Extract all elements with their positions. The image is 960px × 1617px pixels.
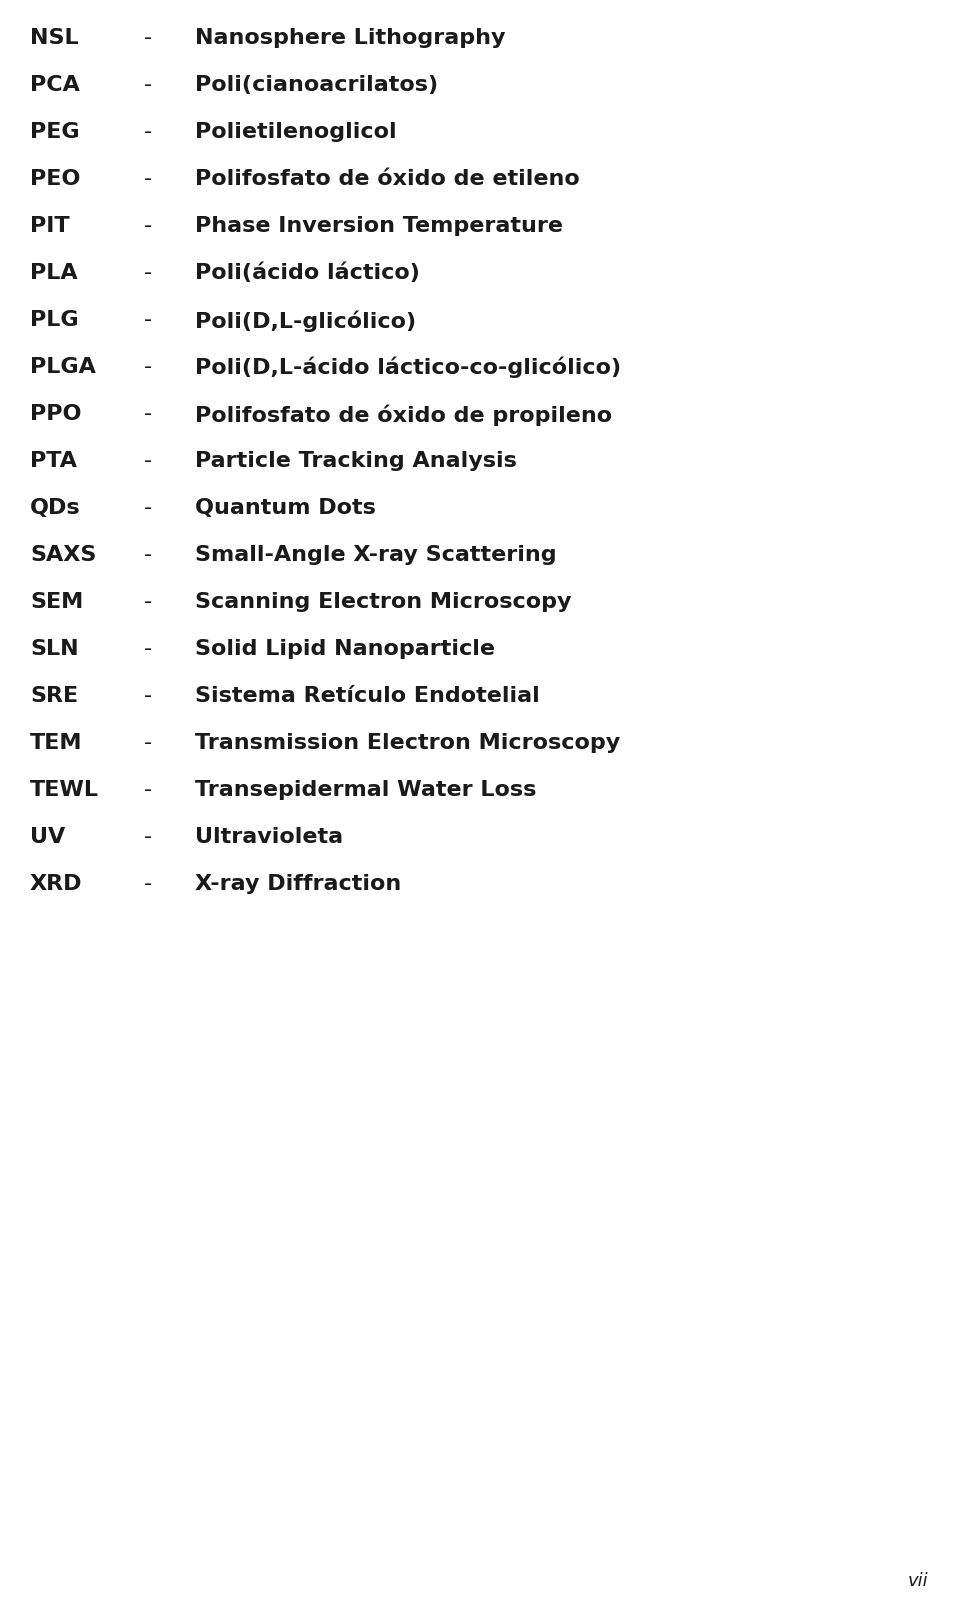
Text: -: - [144, 357, 152, 377]
Text: Quantum Dots: Quantum Dots [195, 498, 376, 517]
Text: -: - [144, 592, 152, 611]
Text: -: - [144, 733, 152, 754]
Text: -: - [144, 779, 152, 800]
Text: SRE: SRE [30, 686, 78, 707]
Text: -: - [144, 310, 152, 330]
Text: TEM: TEM [30, 733, 83, 754]
Text: SEM: SEM [30, 592, 84, 611]
Text: -: - [144, 264, 152, 283]
Text: X-ray Diffraction: X-ray Diffraction [195, 875, 401, 894]
Text: PCA: PCA [30, 74, 80, 95]
Text: TEWL: TEWL [30, 779, 99, 800]
Text: Scanning Electron Microscopy: Scanning Electron Microscopy [195, 592, 571, 611]
Text: Small-Angle X-ray Scattering: Small-Angle X-ray Scattering [195, 545, 557, 564]
Text: Transmission Electron Microscopy: Transmission Electron Microscopy [195, 733, 620, 754]
Text: PEG: PEG [30, 121, 80, 142]
Text: UV: UV [30, 826, 65, 847]
Text: Phase Inversion Temperature: Phase Inversion Temperature [195, 217, 563, 236]
Text: -: - [144, 451, 152, 471]
Text: vii: vii [907, 1572, 928, 1590]
Text: Nanosphere Lithography: Nanosphere Lithography [195, 27, 506, 49]
Text: Polifosfato de óxido de propileno: Polifosfato de óxido de propileno [195, 404, 612, 425]
Text: -: - [144, 498, 152, 517]
Text: -: - [144, 121, 152, 142]
Text: PIT: PIT [30, 217, 70, 236]
Text: Poli(cianoacrilatos): Poli(cianoacrilatos) [195, 74, 438, 95]
Text: Sistema Retículo Endotelial: Sistema Retículo Endotelial [195, 686, 540, 707]
Text: Polifosfato de óxido de etileno: Polifosfato de óxido de etileno [195, 170, 580, 189]
Text: SLN: SLN [30, 639, 79, 660]
Text: PEO: PEO [30, 170, 81, 189]
Text: Transepidermal Water Loss: Transepidermal Water Loss [195, 779, 537, 800]
Text: -: - [144, 826, 152, 847]
Text: QDs: QDs [30, 498, 81, 517]
Text: PLG: PLG [30, 310, 79, 330]
Text: -: - [144, 74, 152, 95]
Text: NSL: NSL [30, 27, 79, 49]
Text: Ultravioleta: Ultravioleta [195, 826, 343, 847]
Text: Poli(D,L-ácido láctico-co-glicólico): Poli(D,L-ácido láctico-co-glicólico) [195, 357, 621, 378]
Text: PLGA: PLGA [30, 357, 96, 377]
Text: -: - [144, 217, 152, 236]
Text: -: - [144, 170, 152, 189]
Text: -: - [144, 404, 152, 424]
Text: Solid Lipid Nanoparticle: Solid Lipid Nanoparticle [195, 639, 495, 660]
Text: SAXS: SAXS [30, 545, 96, 564]
Text: Polietilenoglicol: Polietilenoglicol [195, 121, 396, 142]
Text: -: - [144, 686, 152, 707]
Text: XRD: XRD [30, 875, 83, 894]
Text: -: - [144, 875, 152, 894]
Text: PLA: PLA [30, 264, 78, 283]
Text: PPO: PPO [30, 404, 82, 424]
Text: -: - [144, 27, 152, 49]
Text: Poli(D,L-glicólico): Poli(D,L-glicólico) [195, 310, 416, 331]
Text: -: - [144, 639, 152, 660]
Text: -: - [144, 545, 152, 564]
Text: Particle Tracking Analysis: Particle Tracking Analysis [195, 451, 516, 471]
Text: PTA: PTA [30, 451, 77, 471]
Text: Poli(ácido láctico): Poli(ácido láctico) [195, 264, 420, 283]
